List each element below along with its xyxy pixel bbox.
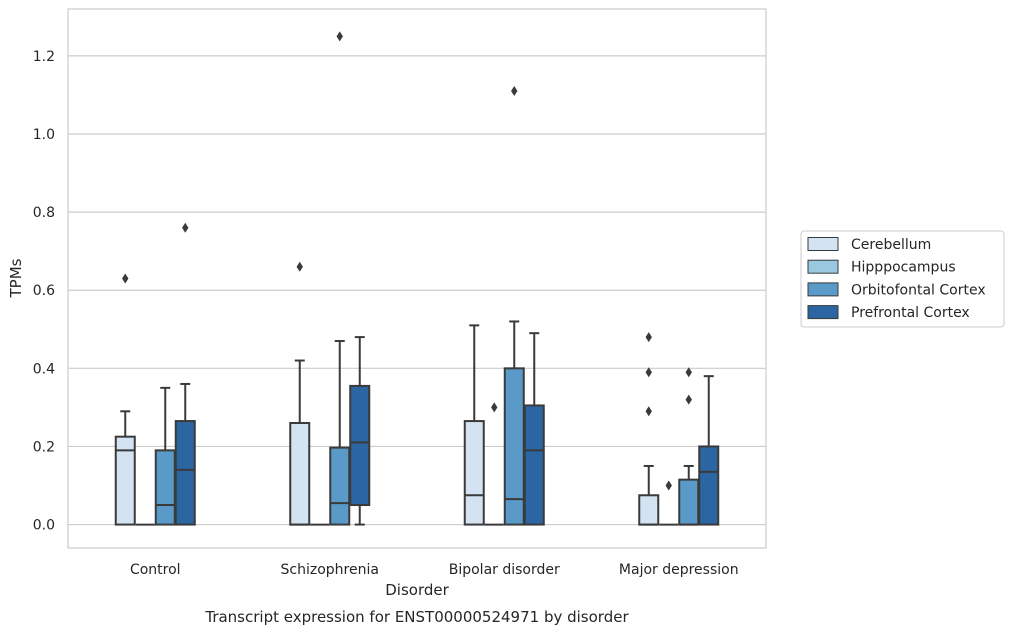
- y-tick-label: 1.2: [33, 49, 55, 65]
- box-body: [678, 478, 700, 526]
- x-tick-label: Bipolar disorder: [449, 562, 560, 578]
- box-cerebellum: [289, 261, 311, 526]
- y-tick-label: 0.4: [33, 361, 55, 377]
- legend-swatch: [807, 237, 839, 251]
- outlier-point: [491, 402, 498, 413]
- outlier-point: [685, 394, 692, 405]
- y-tick-label: 0.0: [33, 518, 55, 534]
- y-tick-label: 1.0: [33, 127, 55, 143]
- box-hipppocampus: [659, 480, 679, 526]
- y-axis-ticks: 0.0 0.2 0.4 0.6 0.8 1.0 1.2: [33, 49, 55, 534]
- outlier-point: [645, 367, 652, 378]
- boxes: [114, 31, 720, 526]
- x-axis-ticks: Control Schizophrenia Bipolar disorder Majo…: [130, 562, 739, 578]
- box-prefrontal-cortex: [523, 332, 545, 526]
- box-prefrontal-cortex: [698, 375, 720, 526]
- legend-label: Orbitofontal Cortex: [851, 282, 986, 298]
- box-body: [289, 422, 311, 526]
- legend-label: Hipppocampus: [851, 260, 956, 276]
- y-tick-label: 0.6: [33, 283, 55, 299]
- outlier-point: [511, 86, 518, 97]
- chart-caption: Transcript expression for ENST0000052497…: [204, 608, 629, 626]
- x-axis-label: Disorder: [385, 581, 449, 599]
- box-orbitofontal-cortex: [678, 367, 700, 526]
- outlier-point: [645, 406, 652, 417]
- box-body: [174, 420, 196, 526]
- box-hipppocampus: [484, 402, 504, 526]
- box-body: [523, 404, 545, 526]
- outlier-point: [336, 31, 343, 42]
- x-tick-label: Major depression: [619, 562, 739, 578]
- box-body: [463, 420, 485, 526]
- box-body: [698, 445, 720, 526]
- legend-label: Prefrontal Cortex: [851, 305, 970, 321]
- legend-swatch: [807, 305, 839, 320]
- legend: Cerebellum Hipppocampus Orbitofontal Corte…: [800, 230, 1005, 328]
- legend-label: Cerebellum: [851, 237, 931, 253]
- outlier-point: [685, 367, 692, 378]
- box-prefrontal-cortex: [349, 336, 371, 526]
- box-cerebellum: [638, 332, 660, 526]
- outlier-point: [665, 480, 672, 491]
- box-prefrontal-cortex: [174, 222, 196, 526]
- outlier-point: [122, 273, 129, 284]
- box-body: [154, 449, 176, 526]
- legend-frame: [800, 230, 1005, 328]
- outlier-point: [645, 332, 652, 343]
- x-tick-label: Schizophrenia: [281, 562, 379, 578]
- box-body: [503, 367, 525, 526]
- box-body: [329, 446, 351, 526]
- legend-swatch: [807, 282, 839, 297]
- box-cerebellum: [114, 273, 136, 526]
- box-cerebellum: [463, 324, 485, 526]
- box-orbitofontal-cortex: [154, 386, 176, 526]
- outlier-point: [296, 261, 303, 272]
- y-axis-label: TPMs: [7, 258, 25, 298]
- box-body: [114, 435, 136, 526]
- y-tick-label: 0.8: [33, 205, 55, 221]
- x-tick-label: Control: [130, 562, 181, 578]
- outlier-point: [182, 222, 189, 233]
- y-tick-label: 0.2: [33, 439, 55, 455]
- legend-swatch: [807, 259, 839, 274]
- box-body: [638, 494, 660, 526]
- box-body: [349, 384, 371, 507]
